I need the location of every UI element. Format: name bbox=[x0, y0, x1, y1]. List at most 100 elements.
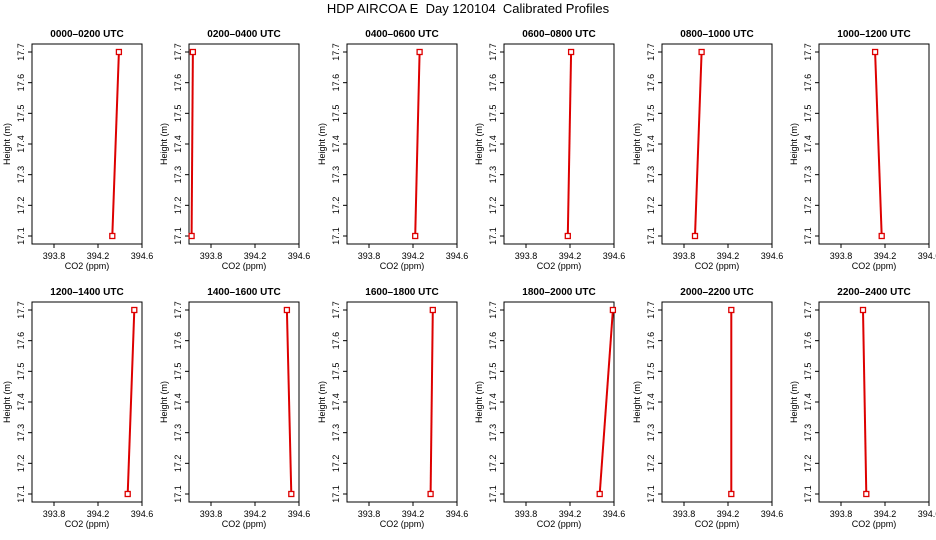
x-axis-label: CO2 (ppm) bbox=[537, 261, 582, 271]
chart-panel-8: 1400–1600 UTC 17.1 17.2 17.3 17.4 17.5 17.6 17.… bbox=[159, 287, 310, 529]
y-tick-label: 17.7 bbox=[173, 301, 183, 319]
y-tick-label: 17.4 bbox=[16, 393, 26, 411]
data-point bbox=[429, 306, 436, 314]
data-point bbox=[427, 490, 434, 498]
profile-line bbox=[874, 51, 883, 237]
x-axis-label: CO2 (ppm) bbox=[537, 519, 582, 529]
panel-title: 0600–0800 UTC bbox=[522, 29, 595, 40]
x-axis-label: CO2 (ppm) bbox=[852, 519, 897, 529]
y-axis-label: Height (m) bbox=[789, 381, 799, 423]
y-tick-label: 17.1 bbox=[16, 485, 26, 503]
profile-line bbox=[111, 51, 120, 237]
x-tick-label: 394.2 bbox=[402, 251, 425, 261]
y-axis-label: Height (m) bbox=[789, 123, 799, 165]
y-tick-label: 17.5 bbox=[173, 363, 183, 381]
x-tick-label: 394.2 bbox=[87, 509, 110, 519]
x-tick-label: 393.8 bbox=[200, 251, 223, 261]
y-tick-label: 17.1 bbox=[646, 227, 656, 245]
x-tick-label: 394.2 bbox=[244, 509, 267, 519]
x-tick-label: 394.2 bbox=[244, 251, 267, 261]
x-tick-label: 394.6 bbox=[288, 509, 311, 519]
x-tick-label: 394.6 bbox=[131, 251, 154, 261]
y-tick-label: 17.6 bbox=[16, 332, 26, 350]
x-tick-label: 393.8 bbox=[515, 251, 538, 261]
y-tick-label: 17.5 bbox=[331, 363, 341, 381]
profile-line bbox=[429, 309, 434, 495]
x-tick-label: 393.8 bbox=[830, 509, 853, 519]
x-tick-label: 393.8 bbox=[358, 251, 381, 261]
y-tick-label: 17.3 bbox=[488, 424, 498, 442]
panel-title: 0200–0400 UTC bbox=[207, 29, 280, 40]
panel-title: 1600–1800 UTC bbox=[365, 287, 438, 298]
x-tick-label: 394.6 bbox=[761, 509, 784, 519]
y-tick-label: 17.6 bbox=[488, 332, 498, 350]
y-tick-label: 17.6 bbox=[331, 332, 341, 350]
data-point bbox=[728, 490, 735, 498]
y-tick-label: 17.1 bbox=[331, 485, 341, 503]
data-point bbox=[124, 490, 131, 498]
data-point bbox=[859, 306, 867, 314]
y-axis-label: Height (m) bbox=[317, 381, 327, 423]
x-tick-label: 394.2 bbox=[717, 509, 740, 519]
y-axis-label: Height (m) bbox=[159, 123, 169, 165]
chart-panel-5: 0800–1000 UTC 17.1 17.2 17.3 17.4 17.5 17.6 17.… bbox=[632, 29, 783, 271]
x-tick-label: 394.6 bbox=[446, 251, 469, 261]
x-axis-label: CO2 (ppm) bbox=[852, 261, 897, 271]
y-tick-label: 17.2 bbox=[803, 197, 813, 215]
y-tick-label: 17.5 bbox=[488, 105, 498, 123]
profile-line bbox=[285, 309, 293, 495]
panel-title: 1400–1600 UTC bbox=[207, 287, 280, 298]
data-point bbox=[596, 490, 603, 498]
y-axis-label: Height (m) bbox=[317, 123, 327, 165]
x-axis-label: CO2 (ppm) bbox=[222, 519, 267, 529]
chart-panel-7: 1200–1400 UTC 17.1 17.2 17.3 17.4 17.5 17.6 17.… bbox=[2, 287, 153, 529]
x-axis-label: CO2 (ppm) bbox=[695, 519, 740, 529]
plot-frame bbox=[188, 43, 300, 245]
y-tick-label: 17.7 bbox=[488, 301, 498, 319]
chart-panel-10: 1800–2000 UTC 17.1 17.2 17.3 17.4 17.5 17.6 17.… bbox=[474, 287, 625, 529]
y-tick-label: 17.7 bbox=[646, 43, 656, 61]
data-point bbox=[188, 232, 195, 240]
y-tick-label: 17.3 bbox=[173, 424, 183, 442]
plot-frame bbox=[503, 43, 615, 245]
chart-panel-2: 0200–0400 UTC 17.1 17.2 17.3 17.4 17.5 17.6 17.… bbox=[159, 29, 310, 271]
y-tick-label: 17.3 bbox=[803, 166, 813, 184]
x-tick-label: 394.6 bbox=[131, 509, 154, 519]
x-tick-label: 394.6 bbox=[603, 251, 626, 261]
x-axis-label: CO2 (ppm) bbox=[65, 261, 110, 271]
x-tick-label: 393.8 bbox=[358, 509, 381, 519]
x-tick-label: 393.8 bbox=[515, 509, 538, 519]
plot-frame bbox=[818, 43, 930, 245]
y-tick-label: 17.1 bbox=[173, 485, 183, 503]
profile-line bbox=[126, 309, 136, 495]
y-tick-label: 17.5 bbox=[16, 363, 26, 381]
y-tick-label: 17.5 bbox=[173, 105, 183, 123]
y-tick-label: 17.4 bbox=[331, 135, 341, 153]
y-tick-label: 17.2 bbox=[173, 197, 183, 215]
data-point bbox=[691, 232, 699, 240]
y-tick-label: 17.6 bbox=[173, 332, 183, 350]
y-tick-label: 17.4 bbox=[173, 135, 183, 153]
x-tick-label: 394.2 bbox=[559, 509, 582, 519]
y-tick-label: 17.1 bbox=[173, 227, 183, 245]
page-title: HDP AIRCOA E Day 120104 Calibrated Profi… bbox=[326, 1, 610, 16]
y-axis-label: Height (m) bbox=[159, 381, 169, 423]
panel-title: 0000–0200 UTC bbox=[50, 29, 123, 40]
x-tick-label: 393.8 bbox=[830, 251, 853, 261]
y-tick-label: 17.7 bbox=[803, 43, 813, 61]
y-tick-label: 17.7 bbox=[331, 301, 341, 319]
y-tick-label: 17.1 bbox=[488, 485, 498, 503]
y-tick-label: 17.1 bbox=[16, 227, 26, 245]
y-tick-label: 17.7 bbox=[646, 301, 656, 319]
y-tick-label: 17.6 bbox=[16, 74, 26, 92]
y-tick-label: 17.2 bbox=[16, 197, 26, 215]
data-point bbox=[728, 306, 735, 314]
panel-title: 1000–1200 UTC bbox=[837, 29, 910, 40]
x-tick-label: 393.8 bbox=[673, 509, 696, 519]
profile-line bbox=[862, 309, 868, 495]
plot-frame bbox=[818, 301, 930, 503]
y-tick-label: 17.2 bbox=[803, 455, 813, 473]
x-tick-label: 393.8 bbox=[200, 509, 223, 519]
plot-frame bbox=[503, 301, 615, 503]
plot-frame bbox=[31, 43, 143, 245]
